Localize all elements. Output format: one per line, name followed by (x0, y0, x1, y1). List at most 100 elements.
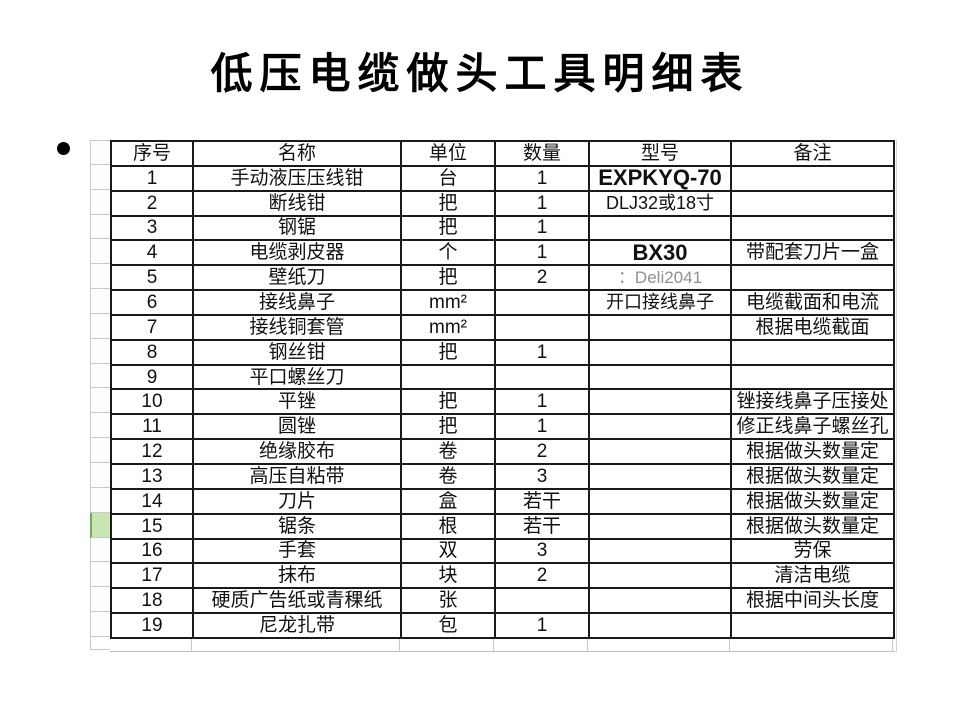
strip-cell (90, 388, 110, 414)
cell-no: 6 (110, 289, 194, 316)
cell-no: 16 (110, 537, 194, 565)
cell-qty: 2 (494, 562, 590, 590)
cell-qty: 3 (494, 537, 590, 565)
cell-qty: 若干 (494, 487, 590, 515)
cell-name: 平锉 (192, 388, 402, 416)
column-header-name: 名称 (192, 140, 402, 167)
cell-no: 15 (110, 512, 194, 540)
cell-note (730, 612, 895, 639)
cell-model (588, 338, 732, 366)
table-row: 15 锯条根若干 根据做头数量定 (110, 512, 895, 540)
strip-cell (90, 264, 110, 290)
cell-name: 抹布 (192, 562, 402, 590)
cell-model: 开口接线鼻子 (588, 289, 732, 316)
cell-unit: 块 (400, 562, 496, 590)
table-body: 1 手动液压压线钳台 1 EXPKYQ-70 2 断线钳把 1 DLJ32或18寸 3 钢锯把 1 4… (110, 164, 895, 639)
cell-no: 5 (110, 264, 194, 292)
cell-no: 17 (110, 562, 194, 590)
cell-model (588, 562, 732, 590)
cell-qty: 1 (494, 189, 590, 217)
cell-note (730, 363, 895, 391)
table-row: 3 钢锯把 1 (110, 214, 895, 242)
cell-note: 根据电缆截面 (730, 313, 895, 341)
cell-unit: 把 (400, 264, 496, 292)
cell-no: 9 (110, 363, 194, 391)
cell-name: 锯条 (192, 512, 402, 540)
cell-note: 修正线鼻子螺丝孔 (730, 413, 895, 441)
cell-name: 手套 (192, 537, 402, 565)
strip-cell (90, 164, 110, 190)
cell-name: 平口螺丝刀 (192, 363, 402, 391)
cell-model: BX30 (588, 239, 732, 267)
cell-unit: 个 (400, 239, 496, 267)
strip-cell (90, 363, 110, 389)
table-row: 17 抹布块 2 清洁电缆 (110, 562, 895, 590)
cell-name: 接线铜套管 (192, 313, 402, 341)
table-row: 5 壁纸刀把 2 ：Deli2041 (110, 264, 895, 292)
cell-unit: 双 (400, 537, 496, 565)
grid-ghost-row (110, 638, 895, 652)
column-header-no: 序号 (110, 140, 194, 167)
cell-unit: 把 (400, 214, 496, 242)
cell-qty: 1 (494, 239, 590, 267)
cell-no: 18 (110, 587, 194, 615)
cell-qty: 3 (494, 462, 590, 490)
cell-model (588, 363, 732, 391)
cell-qty: 若干 (494, 512, 590, 540)
cell-unit: mm² (400, 289, 496, 316)
column-header-unit: 单位 (400, 140, 496, 167)
cell-name: 电缆剥皮器 (192, 239, 402, 267)
column-header-note: 备注 (730, 140, 895, 167)
cell-no: 7 (110, 313, 194, 341)
table-row: 8 钢丝钳把 1 (110, 338, 895, 366)
column-header-model: 型号 (588, 140, 732, 167)
ghost-cell (494, 638, 588, 652)
cell-model (588, 612, 732, 639)
cell-no: 8 (110, 338, 194, 366)
ghost-cell (588, 638, 730, 652)
cell-name: 尼龙扎带 (192, 612, 402, 639)
cell-no: 3 (110, 214, 194, 242)
strip-cell (90, 313, 110, 339)
table-row: 18 硬质广告纸或青稞纸张 根据中间头长度 (110, 587, 895, 615)
table-wrap: 序号 名称 单位 数量 型号 备注 1 手动液压压线钳台 1 EXPKYQ-70 2 断线钳把 1 DL… (110, 140, 895, 652)
cell-no: 13 (110, 462, 194, 490)
ghost-cell (110, 638, 192, 652)
cell-note: 根据做头数量定 (730, 438, 895, 465)
cell-name: 手动液压压线钳 (192, 164, 402, 192)
table-row: 4 电缆剥皮器个 1 BX30 带配套刀片一盒 (110, 239, 895, 267)
cell-note: 根据做头数量定 (730, 462, 895, 490)
cell-note (730, 338, 895, 366)
cell-note: 清洁电缆 (730, 562, 895, 590)
strip-cell (90, 487, 110, 513)
strip-ghost-cell (90, 636, 110, 650)
cell-unit: 卷 (400, 438, 496, 465)
ghost-cell (730, 638, 893, 652)
ghost-cell (400, 638, 494, 652)
excel-row-strip (90, 140, 110, 650)
cell-qty (494, 289, 590, 316)
cell-model (588, 214, 732, 242)
table-row: 2 断线钳把 1 DLJ32或18寸 (110, 189, 895, 217)
cell-note (730, 264, 895, 292)
cell-unit: 盒 (400, 487, 496, 515)
table-row: 9 平口螺丝刀 (110, 363, 895, 391)
tools-table: 序号 名称 单位 数量 型号 备注 1 手动液压压线钳台 1 EXPKYQ-70 2 断线钳把 1 DL… (110, 140, 895, 639)
cell-qty: 2 (494, 264, 590, 292)
table-row: 1 手动液压压线钳台 1 EXPKYQ-70 (110, 164, 895, 192)
cell-no: 1 (110, 164, 194, 192)
table-row: 13 高压自粘带卷 3 根据做头数量定 (110, 462, 895, 490)
cell-model (588, 512, 732, 540)
cell-unit: 包 (400, 612, 496, 639)
cell-unit: 把 (400, 413, 496, 441)
cell-note: 劳保 (730, 537, 895, 565)
cell-qty (494, 363, 590, 391)
cell-note: 根据中间头长度 (730, 587, 895, 615)
bullet-marker (57, 142, 70, 155)
cell-note: 根据做头数量定 (730, 487, 895, 515)
cell-note: 带配套刀片一盒 (730, 239, 895, 267)
strip-cell (90, 537, 110, 563)
cell-name: 接线鼻子 (192, 289, 402, 316)
cell-name: 硬质广告纸或青稞纸 (192, 587, 402, 615)
